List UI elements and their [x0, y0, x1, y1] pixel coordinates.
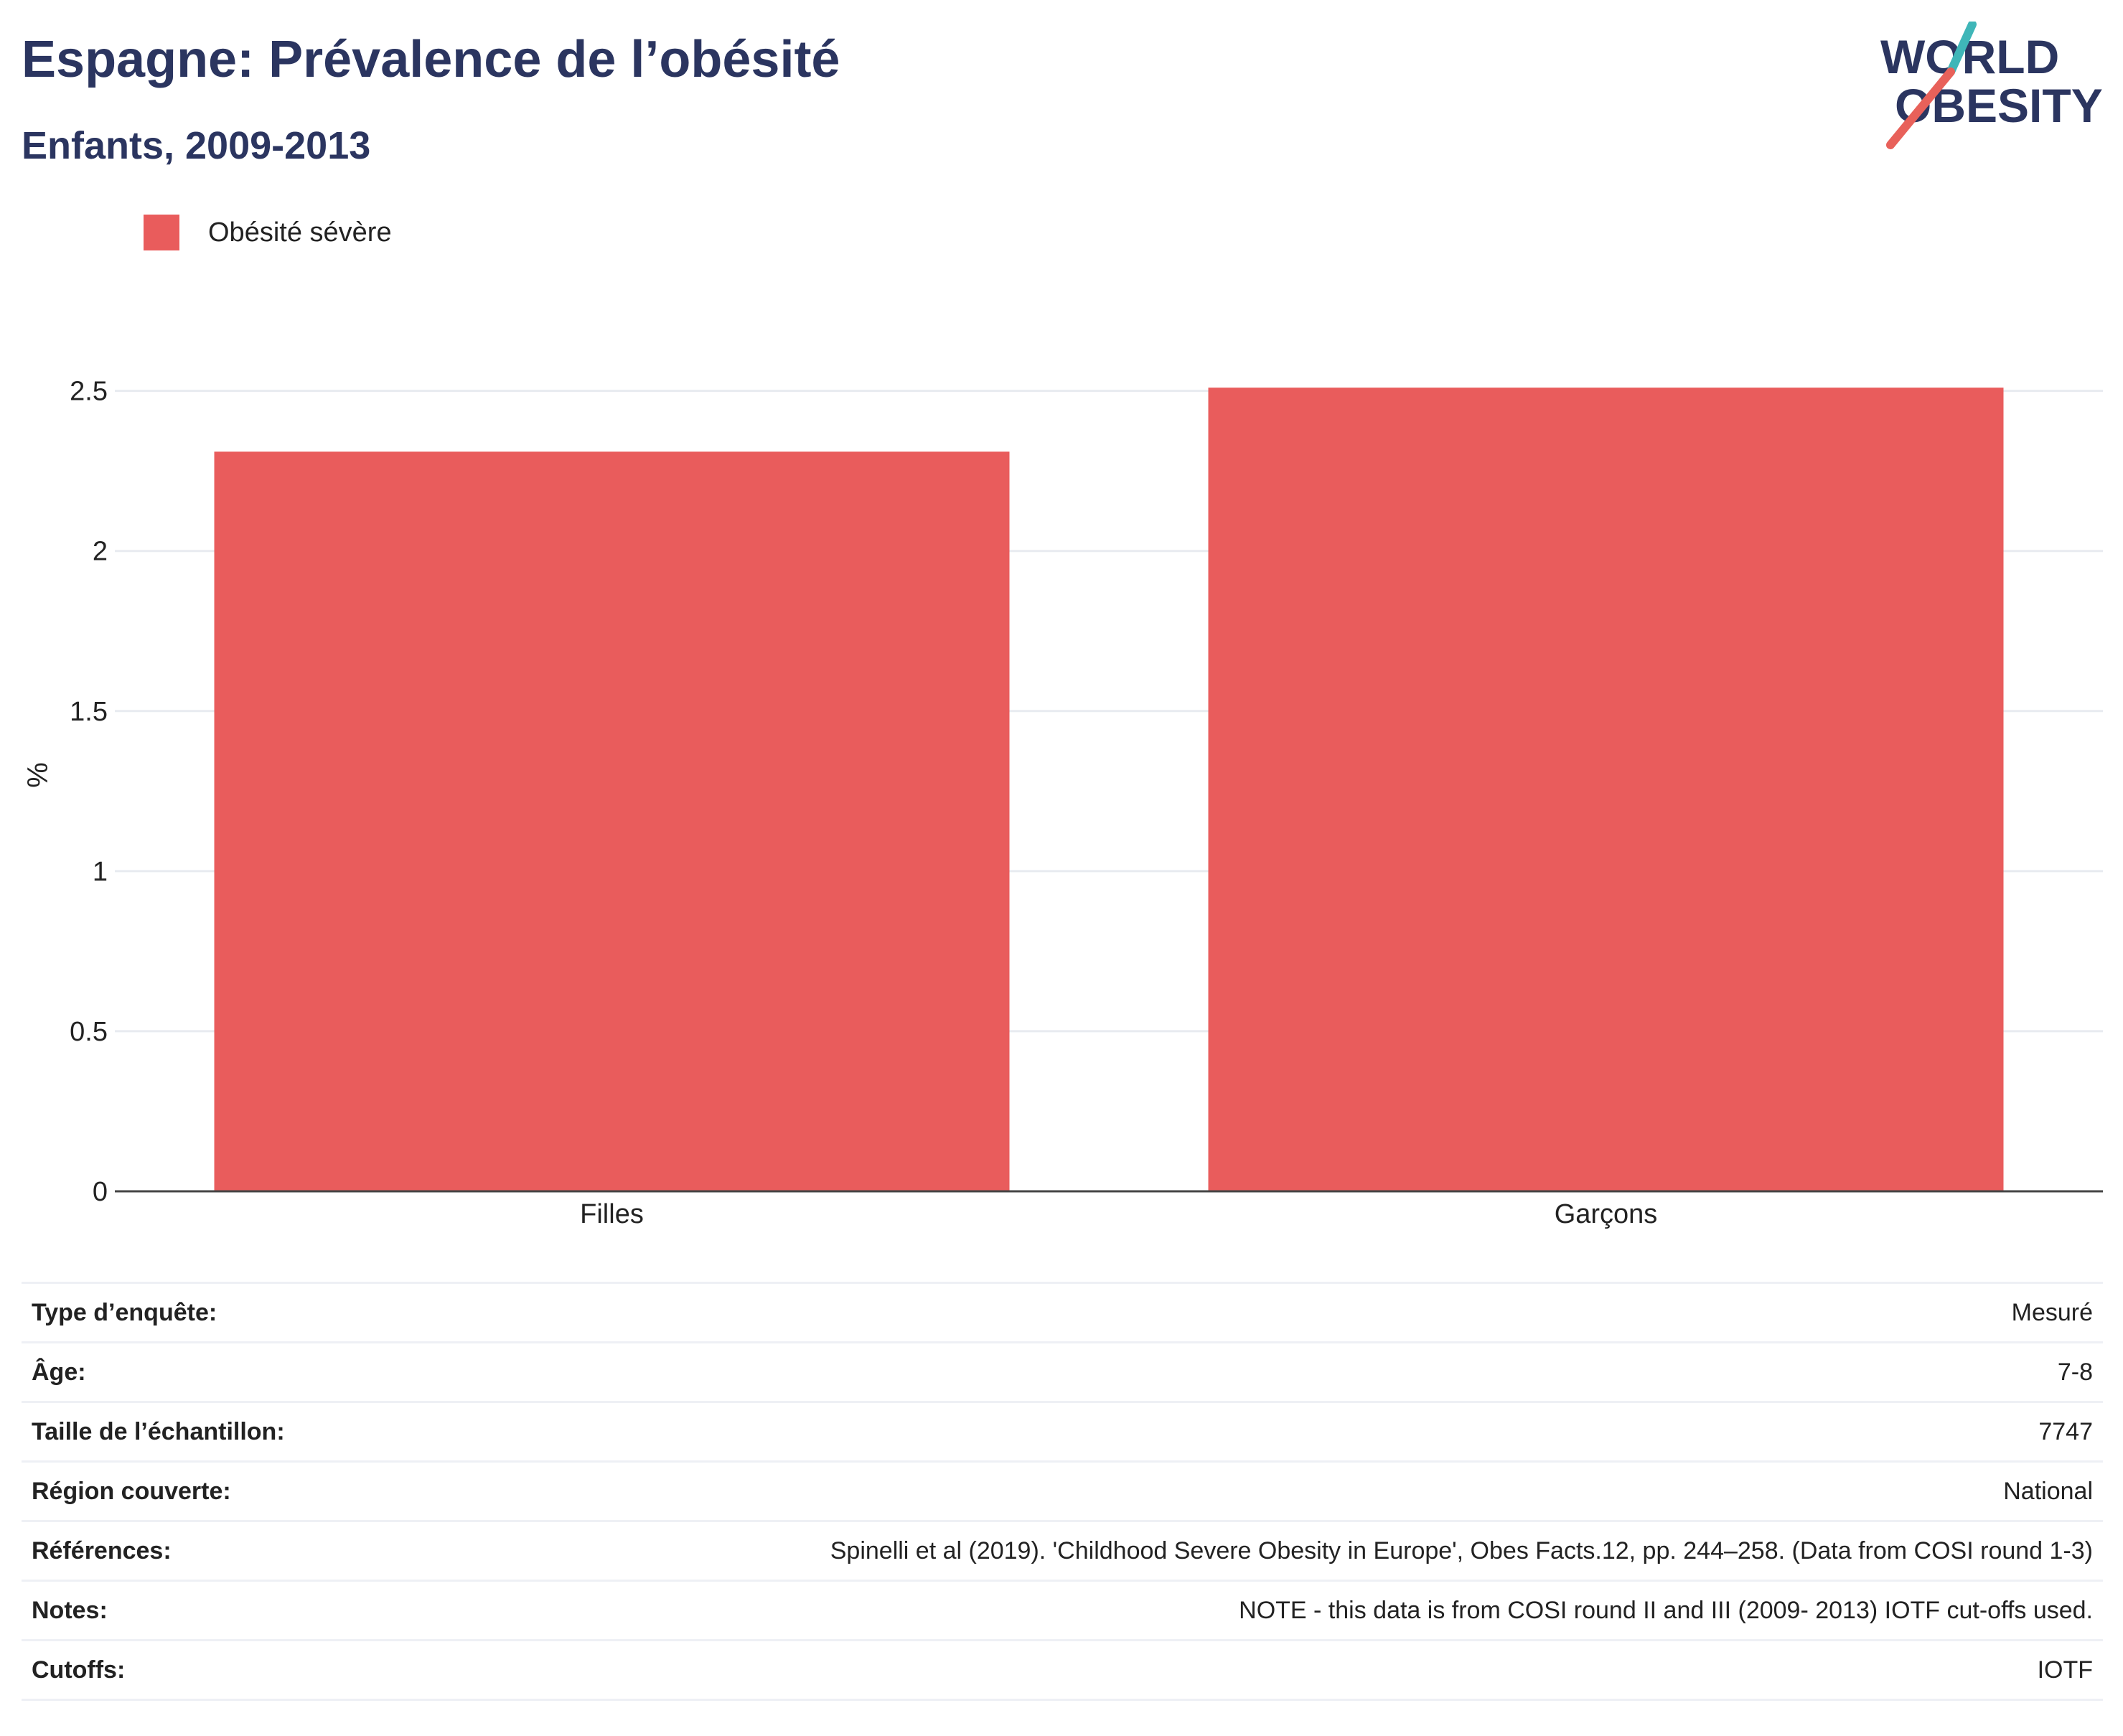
- y-tick-label: 2: [93, 537, 108, 567]
- y-tick-label: 2.5: [70, 377, 108, 407]
- info-row: Notes: NOTE - this data is from COSI roun…: [22, 1580, 2103, 1641]
- logo-text-obesity: OBESITY: [1895, 79, 2103, 132]
- x-tick-label: Garçons: [1555, 1199, 1658, 1229]
- bar-chart: 0 0.5 1 1.5 2 2.5% Filles Garçons: [22, 377, 2103, 1229]
- y-tick-label: 0.5: [70, 1017, 108, 1047]
- info-value: IOTF: [387, 1639, 2103, 1701]
- page-subtitle: Enfants, 2009-2013: [22, 124, 371, 167]
- y-axis-title: %: [22, 762, 54, 788]
- bar[interactable]: [214, 451, 1010, 1191]
- legend-swatch-obesite-severe[interactable]: [144, 215, 179, 250]
- info-row: Type d’enquête: Mesuré: [22, 1282, 2103, 1343]
- y-tick-label: 0: [93, 1177, 108, 1207]
- info-row: Région couverte: National: [22, 1460, 2103, 1521]
- survey-info-table: Type d’enquête: Mesuré Âge: 7-8 Taille de l’…: [22, 1282, 2103, 1701]
- x-tick-label: Filles: [580, 1199, 644, 1229]
- info-value: Spinelli et al (2019). 'Childhood Severe…: [387, 1520, 2103, 1581]
- logo-slash-coral: [1886, 67, 1955, 149]
- info-value: National: [387, 1460, 2103, 1521]
- chart-legend: Obésité sévère: [144, 214, 392, 251]
- legend-label-obesite-severe[interactable]: Obésité sévère: [208, 217, 392, 248]
- info-key: Région couverte:: [22, 1460, 388, 1521]
- info-value: 7747: [387, 1401, 2103, 1462]
- info-value: NOTE - this data is from COSI round II a…: [387, 1580, 2103, 1641]
- logo-slash-teal: [1946, 22, 1977, 76]
- info-key: Références:: [22, 1520, 388, 1581]
- info-value: 7-8: [387, 1341, 2103, 1402]
- info-row: Références: Spinelli et al (2019). 'Child…: [22, 1520, 2103, 1581]
- info-value: Mesuré: [387, 1282, 2103, 1343]
- info-key: Notes:: [22, 1580, 388, 1641]
- info-row: Taille de l’échantillon: 7747: [22, 1401, 2103, 1462]
- bar[interactable]: [1208, 388, 2004, 1192]
- y-tick-label: 1.5: [70, 697, 108, 727]
- world-obesity-logo: WORLD OBESITY: [1880, 22, 2103, 149]
- info-key: Âge:: [22, 1341, 388, 1402]
- info-key: Type d’enquête:: [22, 1282, 388, 1343]
- info-row: Cutoffs: IOTF: [22, 1639, 2103, 1701]
- y-tick-label: 1: [93, 857, 108, 887]
- info-key: Taille de l’échantillon:: [22, 1401, 388, 1462]
- info-row: Âge: 7-8: [22, 1341, 2103, 1402]
- info-key: Cutoffs:: [22, 1639, 388, 1701]
- page-title: Espagne: Prévalence de l’obésité: [22, 31, 840, 88]
